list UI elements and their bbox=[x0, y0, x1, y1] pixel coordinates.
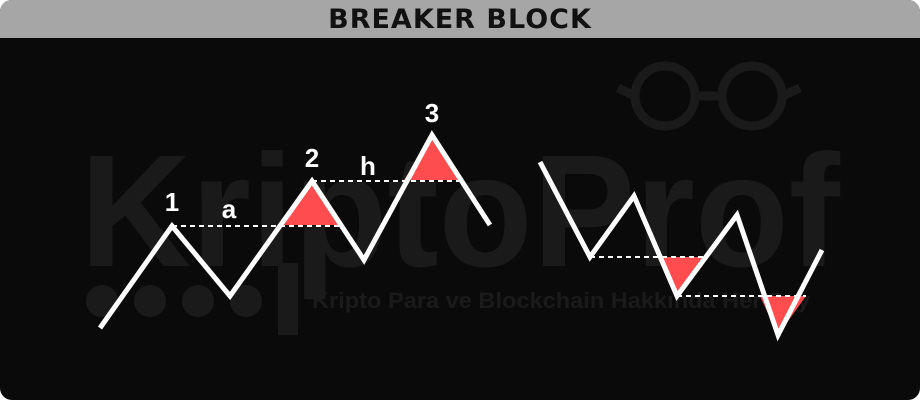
peak-label-3: 3 bbox=[425, 98, 439, 128]
bearish-price-path bbox=[537, 160, 825, 342]
watermark-brand: KriptoProf bbox=[80, 121, 841, 300]
breaker-zone-left-1 bbox=[284, 181, 340, 225]
gap-label-a: a bbox=[222, 194, 237, 224]
peak-label-1: 1 bbox=[165, 187, 179, 217]
breaker-zone-left-2 bbox=[404, 135, 460, 180]
bullish-price-path bbox=[97, 130, 493, 330]
watermark-tagline: Kripto Para ve Blockchain Hakkında Her Ş… bbox=[312, 288, 811, 313]
page-title: BREAKER BLOCK bbox=[328, 3, 592, 35]
breaker-block-diagram: KriptoProf Kripto Para ve Blockchain Hak… bbox=[80, 61, 841, 342]
tether-icon bbox=[230, 285, 262, 317]
binance-coin-icon bbox=[182, 285, 214, 317]
peak-label-2: 2 bbox=[305, 143, 319, 173]
breaker-zone-right-1 bbox=[660, 257, 705, 296]
glasses-icon bbox=[616, 61, 802, 131]
coin-icons bbox=[86, 285, 262, 317]
watermark: KriptoProf Kripto Para ve Blockchain Hak… bbox=[80, 61, 841, 335]
title-bar: BREAKER BLOCK bbox=[0, 0, 920, 38]
ethereum-icon bbox=[134, 285, 166, 317]
gap-label-h: h bbox=[360, 151, 376, 181]
watermark-divider bbox=[278, 263, 298, 335]
bitcoin-icon bbox=[86, 285, 118, 317]
